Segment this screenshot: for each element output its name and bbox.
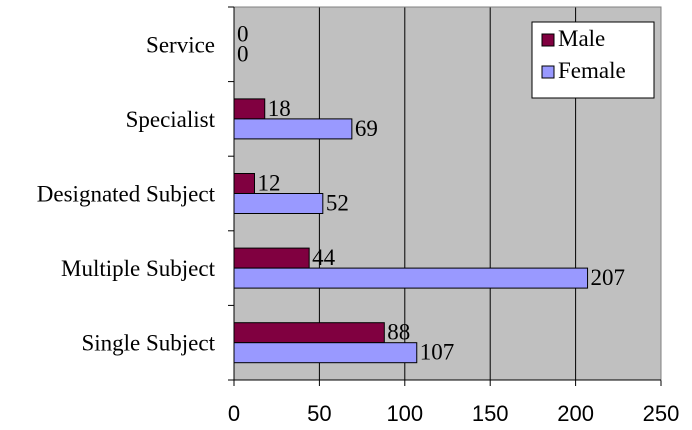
data-label-male: 18 [268,96,291,121]
x-tick-label: 150 [472,401,509,426]
category-label: Designated Subject [37,182,216,207]
data-label-male: 44 [312,245,336,270]
category-label: Multiple Subject [61,256,216,281]
x-tick-label: 0 [228,401,240,426]
bar-female [234,268,588,288]
bar-male [234,174,254,194]
legend-swatch-female [542,66,554,78]
x-tick-label: 50 [307,401,331,426]
data-label-female: 69 [355,116,378,141]
legend-swatch-male [542,34,554,46]
legend: Male Female [532,22,654,98]
bar-male [234,99,265,119]
data-label-female: 207 [591,265,626,290]
legend-label-female: Female [558,58,626,83]
category-label: Specialist [126,107,216,132]
legend-label-male: Male [558,26,605,51]
data-label-female: 107 [420,340,455,365]
x-tick-label: 200 [557,401,594,426]
bar-male [234,323,384,343]
category-label: Single Subject [81,331,215,356]
x-tick-label: 100 [386,401,423,426]
bar-female [234,194,323,214]
data-label-female: 52 [326,191,349,216]
data-label-male: 12 [257,171,280,196]
data-label-male: 88 [387,320,410,345]
bar-female [234,343,417,363]
bar-male [234,248,309,268]
category-label: Service [146,32,215,57]
bar-female [234,119,352,139]
data-label-female: 0 [237,41,249,66]
x-tick-label: 250 [643,401,680,426]
